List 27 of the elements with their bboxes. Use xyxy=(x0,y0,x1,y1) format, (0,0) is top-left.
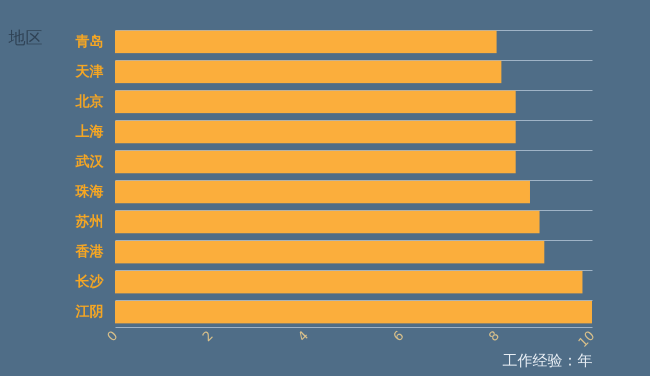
bar xyxy=(115,180,530,204)
x-tick-label: 4 xyxy=(295,328,312,346)
x-tick-label: 0 xyxy=(104,328,122,346)
y-tick-label: 天津 xyxy=(74,64,104,80)
y-tick-label: 香港 xyxy=(74,244,104,260)
bar xyxy=(115,60,502,84)
y-tick-label: 武汉 xyxy=(74,154,104,170)
bar xyxy=(115,120,516,144)
y-tick-label: 青岛 xyxy=(74,34,104,50)
x-tick-label: 8 xyxy=(486,328,503,346)
y-tick-label: 苏州 xyxy=(74,214,104,230)
bar xyxy=(115,30,497,54)
bar xyxy=(115,150,516,174)
x-tick-label: 10 xyxy=(576,328,598,351)
bar xyxy=(115,90,516,114)
y-tick-label: 江阴 xyxy=(74,304,104,320)
y-tick-label: 珠海 xyxy=(74,184,104,200)
bar xyxy=(115,240,544,264)
y-tick-label: 上海 xyxy=(74,124,104,140)
bar xyxy=(115,210,540,234)
x-tick-label: 2 xyxy=(200,328,217,346)
x-axis-title: 工作经验：年 xyxy=(502,352,592,370)
bar xyxy=(115,270,582,294)
y-tick-label: 长沙 xyxy=(74,274,104,290)
y-tick-label: 北京 xyxy=(74,92,104,110)
bar xyxy=(115,300,592,324)
x-tick-label: 6 xyxy=(390,328,408,346)
